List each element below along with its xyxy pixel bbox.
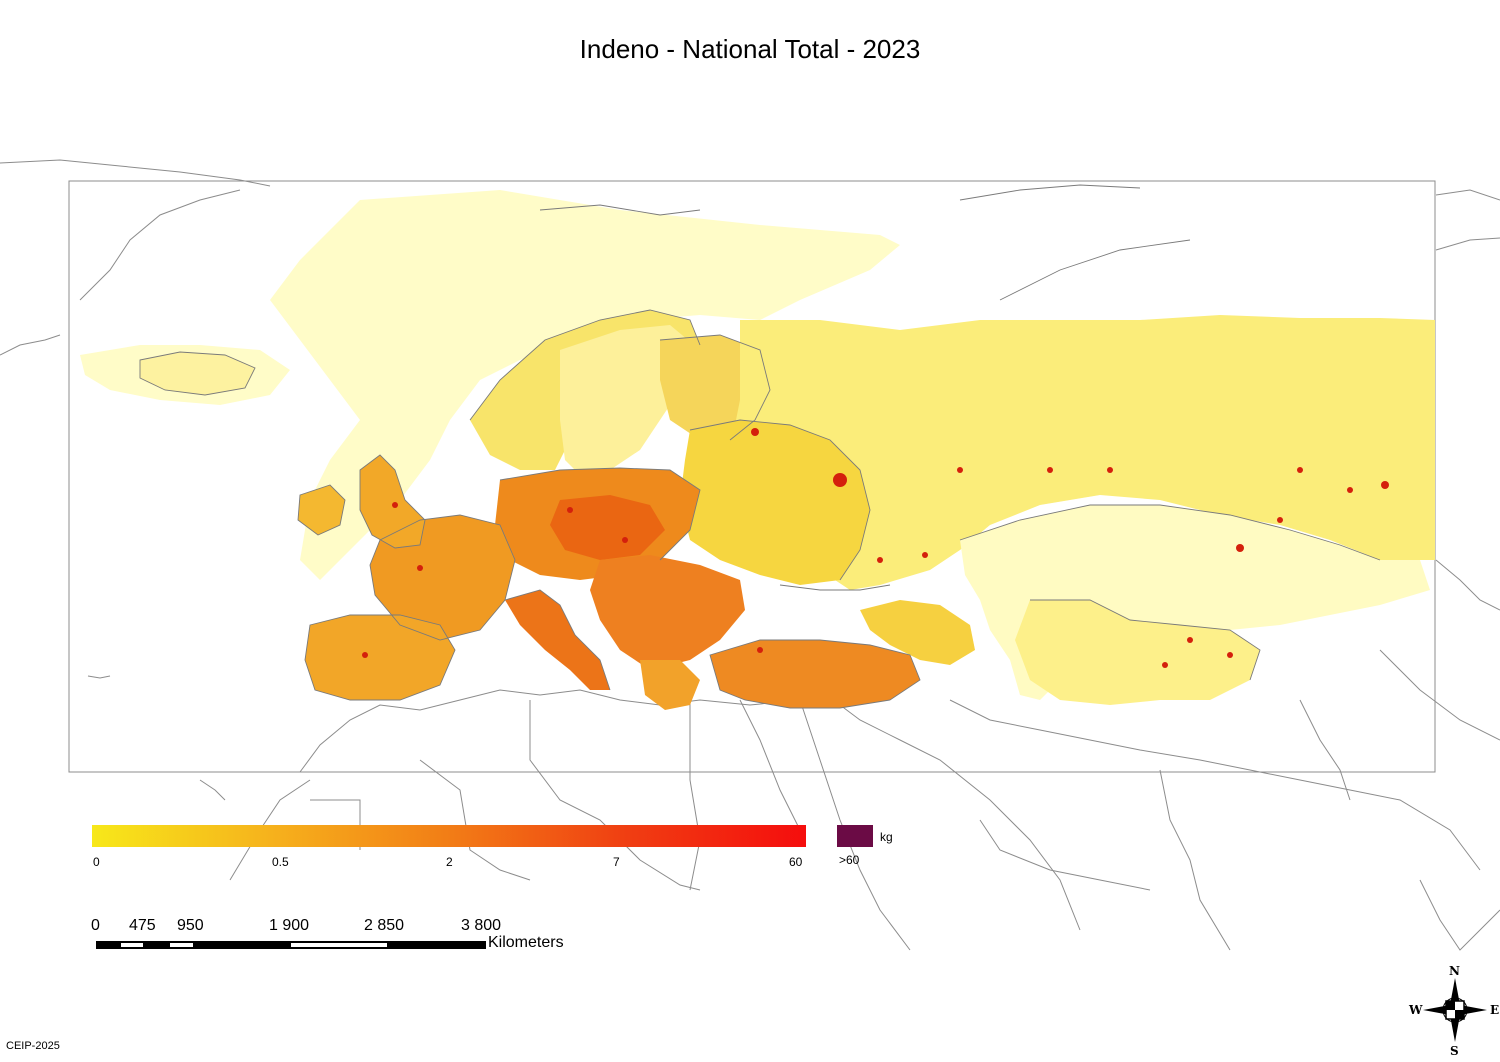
country-boundaries [139, 184, 1381, 709]
emission-hotspots [362, 428, 1389, 668]
context-boundaries [0, 159, 1500, 951]
legend-gradient-bar [92, 825, 806, 847]
scale-tick-4: 2 850 [364, 917, 405, 934]
legend-tick-2: 2 [446, 855, 453, 869]
scale-tick-0: 0 [91, 917, 100, 934]
compass-east-label: E [1490, 1003, 1500, 1017]
legend-unit: kg [880, 830, 893, 844]
legend-tick-3: 7 [613, 855, 620, 869]
scale-tick-3: 1 900 [269, 917, 310, 934]
compass-north-label: N [1449, 964, 1460, 978]
scale-tick-2: 950 [177, 917, 204, 934]
credit-label: CEIP-2025 [6, 1040, 60, 1052]
compass-south-label: S [1450, 1044, 1459, 1058]
legend-over-swatch [837, 825, 873, 847]
legend-tick-0: 0 [93, 855, 100, 869]
legend-tick-4: 60 [789, 855, 803, 869]
compass-rose-icon [1423, 978, 1487, 1042]
scale-tick-1: 475 [129, 917, 156, 934]
legend-over-label: >60 [839, 853, 860, 867]
legend-tick-1: 0.5 [272, 855, 289, 869]
compass-west-label: W [1409, 1003, 1423, 1017]
scale-tick-5: 3 800 [461, 917, 502, 934]
emission-field [80, 190, 1435, 710]
scale-unit: Kilometers [488, 934, 564, 951]
map-title: Indeno - National Total - 2023 [579, 34, 921, 64]
scale-bar [96, 941, 486, 949]
